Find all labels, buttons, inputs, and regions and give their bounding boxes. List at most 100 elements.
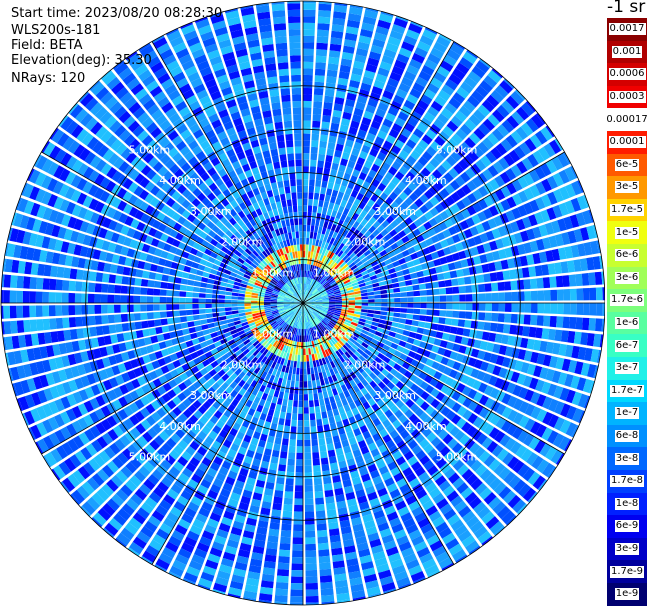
- ppi-cell: [455, 128, 468, 141]
- ppi-cell: [511, 179, 523, 192]
- ppi-cell: [361, 299, 369, 303]
- ppi-cell: [381, 368, 390, 377]
- ppi-cell: [338, 284, 346, 289]
- ppi-cell: [386, 263, 394, 270]
- ppi-cell: [197, 430, 208, 441]
- ppi-cell: [391, 65, 405, 76]
- ppi-cell: [317, 226, 323, 234]
- ppi-cell: [354, 290, 361, 295]
- ppi-cell: [407, 181, 418, 192]
- ppi-cell: [522, 216, 532, 229]
- ppi-cell: [361, 309, 368, 313]
- ppi-cell: [466, 49, 479, 59]
- ppi-cell: [596, 240, 601, 254]
- ppi-cell: [387, 359, 396, 368]
- ppi-cell: [512, 426, 524, 440]
- ppi-cell: [120, 527, 135, 541]
- ppi-cell: [419, 315, 427, 322]
- ppi-cell: [254, 382, 262, 391]
- ppi-cell: [359, 267, 367, 273]
- ppi-cell: [279, 343, 285, 351]
- ppi-cell: [290, 326, 294, 334]
- ppi-cell: [251, 388, 259, 396]
- ppi-cell: [334, 2, 348, 7]
- ppi-cell: [334, 414, 342, 423]
- ppi-cell: [328, 56, 340, 65]
- ppi-cell: [421, 64, 435, 76]
- ppi-cell: [364, 349, 372, 356]
- ppi-cell: [357, 41, 370, 51]
- ppi-cell: [567, 230, 577, 244]
- ppi-cell: [422, 151, 433, 162]
- ppi-cell: [331, 223, 337, 232]
- ppi-cell: [382, 344, 391, 352]
- ppi-cell: [559, 387, 570, 401]
- ppi-cell: [452, 92, 466, 104]
- ppi-cell: [477, 185, 489, 197]
- ppi-cell: [338, 71, 350, 80]
- ppi-cell: [346, 374, 353, 382]
- ppi-cell: [329, 269, 335, 276]
- ppi-cell: [212, 284, 220, 290]
- ppi-cell: [291, 563, 303, 571]
- ppi-cell: [329, 422, 337, 431]
- ppi-cell: [426, 534, 440, 546]
- ppi-cell: [460, 171, 471, 183]
- ppi-cell: [409, 88, 422, 99]
- ppi-cell: [519, 142, 532, 156]
- ppi-cell: [294, 314, 298, 321]
- ppi-cell: [231, 398, 240, 407]
- ppi-cell: [398, 366, 407, 375]
- ppi-cell: [439, 256, 448, 265]
- ppi-cell: [332, 408, 340, 416]
- ppi-cell: [521, 102, 535, 117]
- ppi-cell: [426, 289, 434, 296]
- ppi-cell: [209, 415, 219, 425]
- ppi-cell: [205, 451, 215, 462]
- ppi-cell: [294, 498, 303, 506]
- ppi-cell: [482, 168, 494, 181]
- ppi-cell: [273, 376, 279, 384]
- ppi-cell: [526, 363, 536, 376]
- ppi-cell: [305, 290, 308, 297]
- ppi-cell: [373, 314, 381, 319]
- ppi-cell: [349, 226, 356, 234]
- ppi-cell: [563, 303, 571, 315]
- ppi-cell: [284, 345, 289, 353]
- ppi-cell: [321, 336, 326, 344]
- ppi-cell: [218, 564, 233, 574]
- ppi-cell: [350, 73, 362, 83]
- ppi-cell: [281, 438, 289, 446]
- ppi-cell: [303, 192, 308, 199]
- ppi-cell: [405, 319, 413, 325]
- ppi-cell: [373, 290, 381, 295]
- ppi-cell: [382, 329, 390, 335]
- ppi-cell: [299, 309, 302, 316]
- ppi-cell: [326, 333, 332, 340]
- ppi-cell: [436, 65, 450, 78]
- ppi-cell: [132, 512, 146, 525]
- ppi-cell: [202, 400, 212, 410]
- ppi-cell: [336, 386, 343, 394]
- ppi-cell: [308, 354, 313, 362]
- ppi-cell: [517, 303, 525, 313]
- ppi-cell: [334, 294, 342, 298]
- ppi-cell: [353, 313, 361, 318]
- ppi-cell: [346, 259, 354, 266]
- ppi-cell: [547, 191, 558, 205]
- ppi-cell: [393, 472, 404, 483]
- ppi-cell: [148, 271, 157, 280]
- ppi-cell: [147, 456, 160, 468]
- ppi-cell: [427, 368, 437, 377]
- ppi-cell: [529, 377, 539, 390]
- ppi-cell: [546, 207, 557, 221]
- ppi-cell: [306, 292, 312, 298]
- ppi-cell: [315, 497, 325, 505]
- ppi-cell: [181, 272, 190, 279]
- ppi-cell: [359, 467, 369, 476]
- ppi-cell: [333, 313, 341, 317]
- ppi-cell: [415, 397, 425, 407]
- ppi-cell: [495, 143, 508, 156]
- ppi-cell: [222, 551, 236, 562]
- ppi-cell: [478, 303, 486, 311]
